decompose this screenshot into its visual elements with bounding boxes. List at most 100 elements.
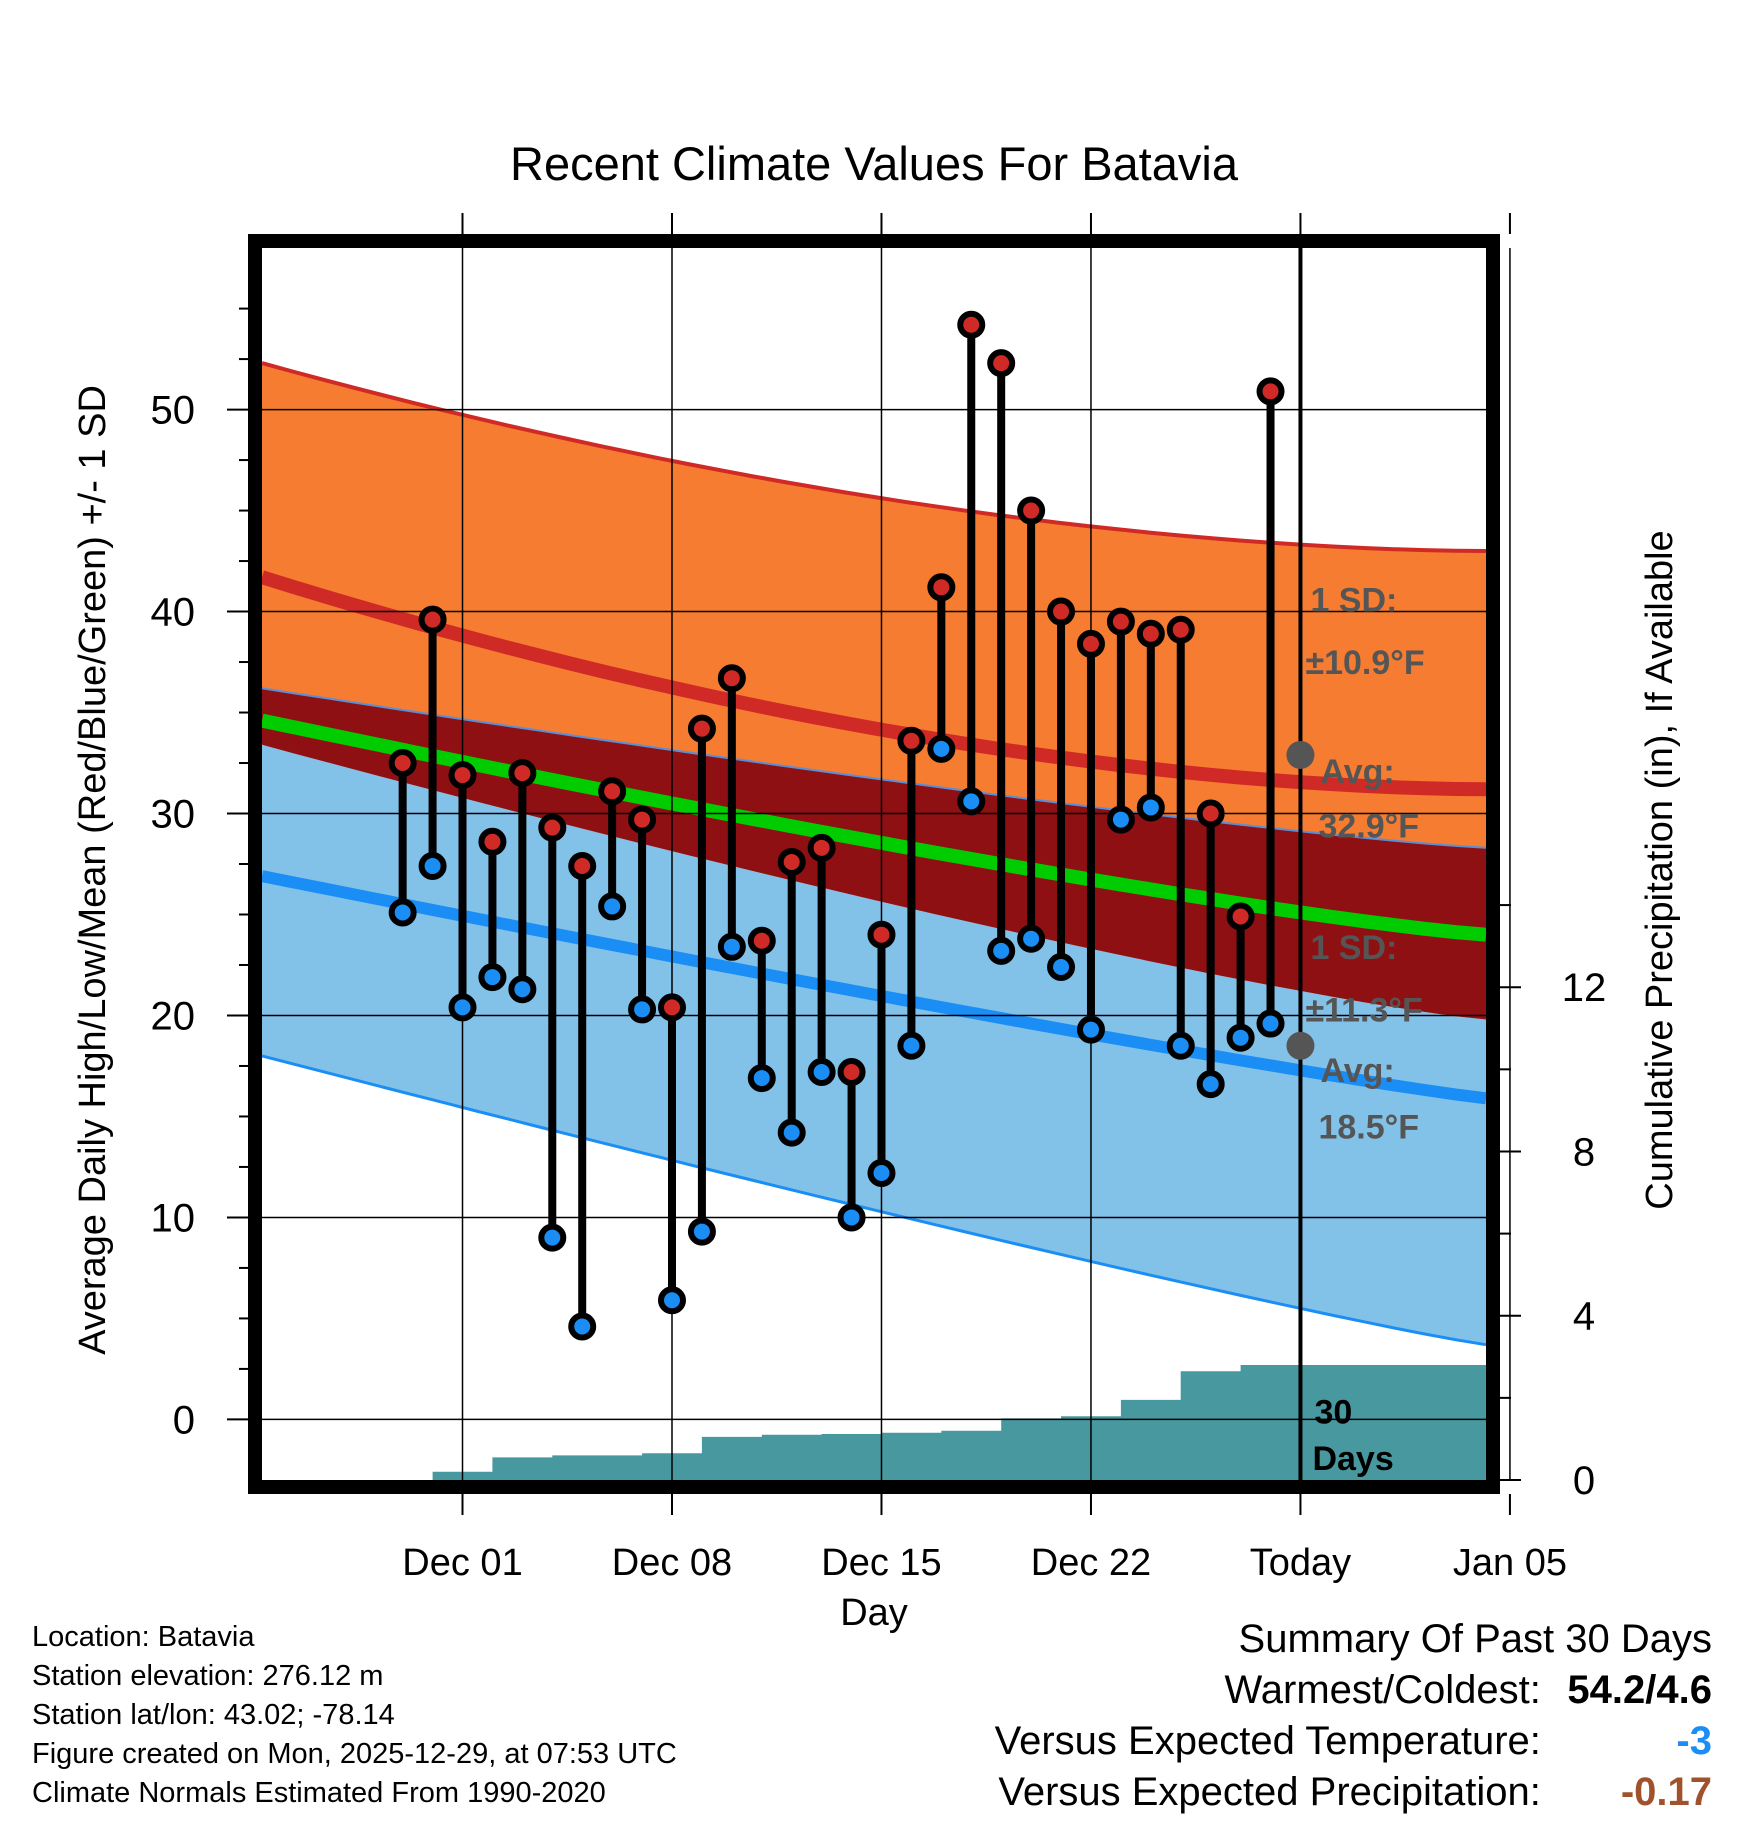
daily-low-point (1256, 1009, 1285, 1038)
plot-area: 1 SD: ±10.9°F Avg: 32.9°F 1 SD: ±11.3°F Avg: 18… (151, 213, 1606, 1584)
daily-high-point (747, 926, 776, 955)
summary-temp-row: Versus Expected Temperature: -3 (995, 1716, 1712, 1767)
low-avg-value: 18.5°F (1318, 1109, 1419, 1147)
daily-low-point (1166, 1031, 1195, 1060)
x-tick-label: Dec 01 (402, 1542, 522, 1584)
y2-tick-label: 0 (1573, 1459, 1595, 1503)
today-low-average-marker (1286, 1031, 1315, 1060)
daily-low-point (1017, 924, 1046, 953)
daily-low-point (418, 852, 447, 881)
daily-low-point (1136, 793, 1165, 822)
daily-high-point (717, 664, 746, 693)
daily-high-point (478, 827, 507, 856)
daily-low-point (1196, 1070, 1225, 1099)
daily-high-point (1076, 629, 1105, 658)
summary-panel: Summary Of Past 30 Days Warmest/Coldest:… (995, 1614, 1712, 1818)
x-tick-label: Jan 05 (1453, 1542, 1567, 1584)
low-avg-label: Avg: (1320, 1052, 1394, 1090)
daily-high-point (418, 605, 447, 634)
daily-low-point (807, 1058, 836, 1087)
plot-frame (248, 234, 1500, 1494)
latlon-text: Station lat/lon: 43.02; -78.14 (32, 1699, 395, 1731)
y-tick-label: 30 (151, 793, 196, 837)
daily-low-point (388, 898, 417, 927)
daily-high-point (508, 759, 537, 788)
today-high-average-marker (1286, 740, 1315, 769)
daily-high-point (807, 833, 836, 862)
high-sd-upper-line (261, 361, 1487, 553)
y-axis-label-right: Cumulative Precipitation (in), If Availa… (1639, 530, 1681, 1209)
summary-warmest-label: Warmest/Coldest: (1224, 1668, 1541, 1712)
daily-high-point (777, 847, 806, 876)
daily-high-point (1017, 496, 1046, 525)
summary-precip-label: Versus Expected Precipitation: (998, 1770, 1541, 1814)
daily-high-point (538, 813, 567, 842)
summary-precip-row: Versus Expected Precipitation: -0.17 (995, 1767, 1712, 1818)
daily-low-point (1047, 953, 1076, 982)
high-avg-value: 32.9°F (1318, 808, 1419, 846)
location-text: Location: Batavia (32, 1621, 255, 1653)
daily-low-point (777, 1118, 806, 1147)
daily-low-point (478, 963, 507, 992)
daily-high-point (867, 920, 896, 949)
daily-high-point (1136, 619, 1165, 648)
daily-high-point (1106, 607, 1135, 636)
daily-high-point (927, 573, 956, 602)
x-tick-label: Dec 08 (612, 1542, 732, 1584)
daily-high-point (657, 993, 686, 1022)
summary-temp-label: Versus Expected Temperature: (994, 1719, 1541, 1763)
daily-low-point (1076, 1015, 1105, 1044)
y-tick-label: 0 (173, 1398, 195, 1442)
x-tick-label: Dec 15 (821, 1542, 941, 1584)
low-sd-value: ±11.3°F (1305, 992, 1422, 1030)
summary-title: Summary Of Past 30 Days (1238, 1617, 1712, 1661)
high-sd-label: 1 SD: (1310, 582, 1397, 620)
daily-low-point (867, 1159, 896, 1188)
daily-high-point (897, 726, 926, 755)
station-info: Location: Batavia Station elevation: 276… (32, 1618, 677, 1813)
x-axis-label: Day (840, 1592, 908, 1634)
daily-high-point (1196, 799, 1225, 828)
daily-low-point (1226, 1023, 1255, 1052)
x-tick-label: Today (1250, 1542, 1351, 1584)
y-tick-label: 10 (151, 1196, 196, 1240)
daily-low-point (897, 1031, 926, 1060)
summary-temp-value: -3 (1676, 1719, 1712, 1763)
y2-tick-label: 4 (1573, 1295, 1595, 1339)
x-tick-label: Dec 22 (1031, 1542, 1151, 1584)
daily-high-point (568, 852, 597, 881)
precipitation-area (262, 1365, 1486, 1480)
y-tick-label: 20 (151, 994, 196, 1038)
daily-low-point (717, 932, 746, 961)
daily-low-point (508, 975, 537, 1004)
daily-high-point (1226, 902, 1255, 931)
daily-low-point (987, 936, 1016, 965)
daily-high-point (388, 749, 417, 778)
daily-low-point (837, 1203, 866, 1232)
low-sd-label: 1 SD: (1310, 929, 1397, 967)
daily-high-point (687, 714, 716, 743)
high-avg-label: Avg: (1320, 753, 1394, 791)
daily-low-point (1106, 805, 1135, 834)
daily-high-point (837, 1058, 866, 1087)
elevation-text: Station elevation: 276.12 m (32, 1660, 384, 1692)
daily-low-point (538, 1223, 567, 1252)
daily-high-point (448, 761, 477, 790)
y2-tick-label: 8 (1573, 1130, 1595, 1174)
period-label-line2: Days (1312, 1440, 1393, 1478)
y-tick-label: 40 (151, 591, 196, 635)
daily-low-point (657, 1286, 686, 1315)
mean-band-upper-line (261, 687, 1487, 849)
chart-title: Recent Climate Values For Batavia (510, 137, 1239, 190)
low-sd-band (262, 744, 1486, 1345)
daily-low-point (598, 892, 627, 921)
period-label-line1: 30 (1314, 1393, 1352, 1431)
daily-high-point (598, 777, 627, 806)
high-average-line (259, 570, 1487, 797)
daily-high-point (987, 349, 1016, 378)
low-sd-lower-line (261, 1054, 1487, 1347)
y-axis-label-left: Average Daily High/Low/Mean (Red/Blue/Gr… (72, 385, 114, 1355)
normals-text: Climate Normals Estimated From 1990-2020 (32, 1777, 606, 1809)
daily-low-point (448, 993, 477, 1022)
